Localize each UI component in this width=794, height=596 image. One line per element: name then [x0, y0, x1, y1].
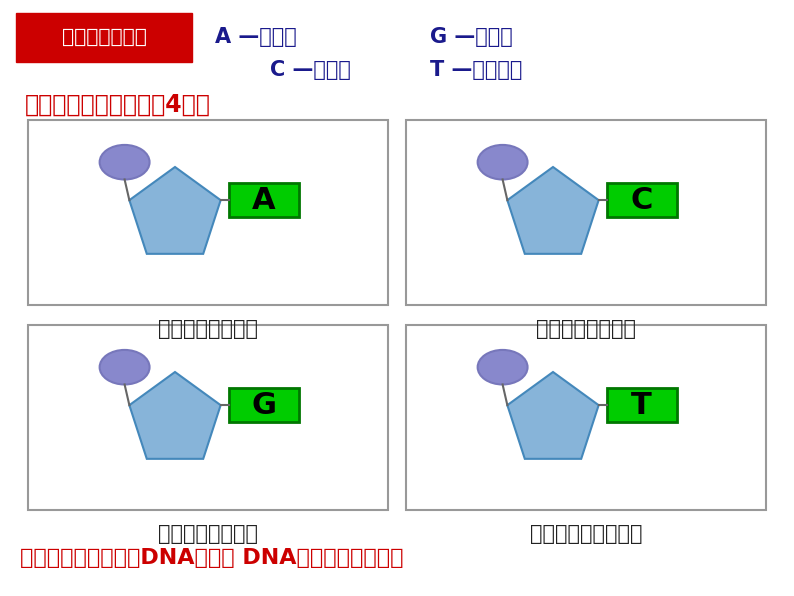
Ellipse shape: [478, 145, 527, 179]
FancyBboxPatch shape: [28, 120, 388, 305]
Polygon shape: [129, 372, 221, 459]
Text: T: T: [631, 390, 652, 420]
Text: C: C: [630, 186, 653, 215]
FancyBboxPatch shape: [229, 183, 299, 217]
Ellipse shape: [99, 350, 149, 384]
Text: G: G: [251, 390, 276, 420]
Polygon shape: [507, 167, 599, 254]
FancyBboxPatch shape: [607, 388, 676, 422]
FancyBboxPatch shape: [607, 183, 676, 217]
Ellipse shape: [478, 350, 527, 384]
Text: 胞噀啶脱氧核苷酸: 胞噀啶脱氧核苷酸: [536, 319, 636, 339]
Text: A —腺嘧呉: A —腺嘧呉: [215, 27, 297, 47]
FancyBboxPatch shape: [406, 325, 766, 510]
Text: 胸腺噀啶脱氧核苷酸: 胸腺噀啶脱氧核苷酸: [530, 524, 642, 544]
FancyBboxPatch shape: [229, 388, 299, 422]
FancyBboxPatch shape: [28, 325, 388, 510]
Text: 含氮碱基种类：: 含氮碱基种类：: [62, 27, 146, 46]
Polygon shape: [507, 372, 599, 459]
Text: 鸟嘧呉脱氧核苷酸: 鸟嘧呉脱氧核苷酸: [158, 524, 258, 544]
FancyBboxPatch shape: [16, 13, 192, 62]
Text: G —鸟嘧呉: G —鸟嘧呉: [430, 27, 513, 47]
FancyBboxPatch shape: [406, 120, 766, 305]
Ellipse shape: [99, 145, 149, 179]
Text: 脱氧核苷酸如何形成DNA分子？ DNA的结构又是如何？: 脱氧核苷酸如何形成DNA分子？ DNA的结构又是如何？: [20, 548, 403, 568]
Text: C —胞噀啶: C —胞噀啶: [270, 60, 351, 80]
Text: 腺嘧呉脱氧核苷酸: 腺嘧呉脱氧核苷酸: [158, 319, 258, 339]
Text: 因此，脱氧核苷酸也有4种：: 因此，脱氧核苷酸也有4种：: [25, 93, 211, 117]
Polygon shape: [129, 167, 221, 254]
Text: A: A: [252, 186, 276, 215]
Text: T —胸腺噀啶: T —胸腺噀啶: [430, 60, 522, 80]
